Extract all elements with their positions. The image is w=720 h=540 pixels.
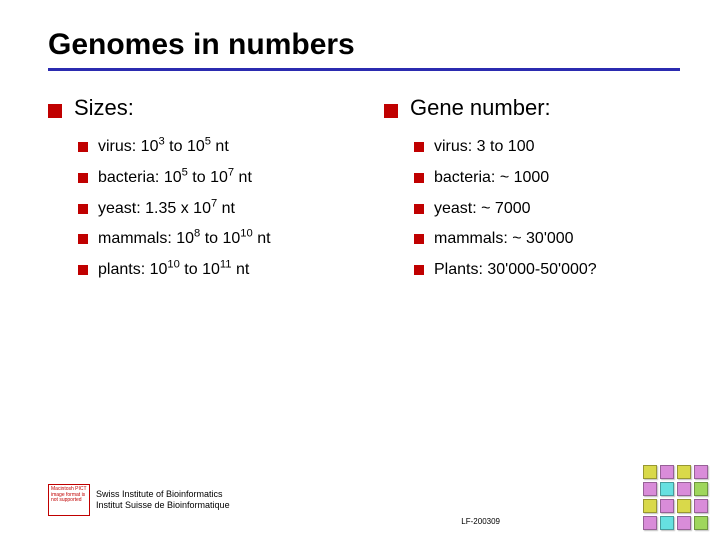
color-square	[643, 465, 657, 479]
list-item-text: mammals: 108 to 1010 nt	[98, 229, 271, 250]
color-square	[660, 516, 674, 530]
list-item-text: bacteria: 105 to 107 nt	[98, 168, 252, 189]
list-item-text: yeast: 1.35 x 107 nt	[98, 199, 235, 220]
list-item-text: plants: 1010 to 1011 nt	[98, 260, 249, 281]
right-column: Gene number: virus: 3 to 100 bacteria: ~ …	[384, 95, 680, 291]
list-item: bacteria: 105 to 107 nt	[78, 168, 344, 189]
bullet-icon	[48, 104, 62, 118]
left-heading: Sizes:	[74, 95, 134, 121]
list-item-text: mammals: ~ 30'000	[434, 229, 574, 250]
slide-title: Genomes in numbers	[48, 28, 680, 62]
bullet-icon	[414, 204, 424, 214]
bullet-icon	[414, 234, 424, 244]
list-item: yeast: 1.35 x 107 nt	[78, 199, 344, 220]
left-column: Sizes: virus: 103 to 105 nt bacteria: 105…	[48, 95, 344, 291]
right-heading: Gene number:	[410, 95, 551, 121]
title-divider	[48, 68, 680, 71]
square-column	[677, 465, 691, 530]
square-column	[643, 465, 657, 530]
right-heading-row: Gene number:	[384, 95, 680, 121]
slide: Genomes in numbers Sizes: virus: 103 to …	[0, 0, 720, 540]
color-square	[660, 499, 674, 513]
color-square	[660, 465, 674, 479]
bullet-icon	[414, 142, 424, 152]
institute-line1: Swiss Institute of Bioinformatics	[96, 489, 230, 500]
color-square	[694, 465, 708, 479]
color-square	[694, 499, 708, 513]
color-square	[694, 516, 708, 530]
content-columns: Sizes: virus: 103 to 105 nt bacteria: 105…	[48, 95, 680, 291]
bullet-icon	[78, 265, 88, 275]
footer-left: Macintosh PICT image format is not suppo…	[48, 484, 230, 516]
color-square	[643, 516, 657, 530]
decorative-squares	[643, 465, 708, 530]
list-item: virus: 103 to 105 nt	[78, 137, 344, 158]
square-column	[694, 465, 708, 530]
right-list: virus: 3 to 100 bacteria: ~ 1000 yeast: ~ …	[384, 137, 680, 281]
list-item: bacteria: ~ 1000	[414, 168, 680, 189]
list-item-text: virus: 103 to 105 nt	[98, 137, 229, 158]
color-square	[694, 482, 708, 496]
bullet-icon	[384, 104, 398, 118]
list-item: mammals: 108 to 1010 nt	[78, 229, 344, 250]
bullet-icon	[78, 234, 88, 244]
bullet-icon	[78, 204, 88, 214]
color-square	[677, 482, 691, 496]
color-square	[677, 499, 691, 513]
list-item: yeast: ~ 7000	[414, 199, 680, 220]
list-item: Plants: 30'000-50'000?	[414, 260, 680, 281]
left-list: virus: 103 to 105 nt bacteria: 105 to 107…	[48, 137, 344, 281]
list-item-text: virus: 3 to 100	[434, 137, 535, 158]
color-square	[643, 482, 657, 496]
footer-code: LF-200309	[461, 517, 500, 526]
institute-line2: Institut Suisse de Bioinformatique	[96, 500, 230, 511]
bullet-icon	[78, 142, 88, 152]
list-item-text: Plants: 30'000-50'000?	[434, 260, 597, 281]
list-item: mammals: ~ 30'000	[414, 229, 680, 250]
institute-text: Swiss Institute of Bioinformatics Instit…	[96, 489, 230, 511]
list-item: virus: 3 to 100	[414, 137, 680, 158]
list-item-text: yeast: ~ 7000	[434, 199, 531, 220]
image-placeholder: Macintosh PICT image format is not suppo…	[48, 484, 90, 516]
color-square	[660, 482, 674, 496]
list-item: plants: 1010 to 1011 nt	[78, 260, 344, 281]
bullet-icon	[414, 265, 424, 275]
color-square	[643, 499, 657, 513]
color-square	[677, 516, 691, 530]
left-heading-row: Sizes:	[48, 95, 344, 121]
bullet-icon	[78, 173, 88, 183]
square-column	[660, 465, 674, 530]
list-item-text: bacteria: ~ 1000	[434, 168, 549, 189]
bullet-icon	[414, 173, 424, 183]
color-square	[677, 465, 691, 479]
